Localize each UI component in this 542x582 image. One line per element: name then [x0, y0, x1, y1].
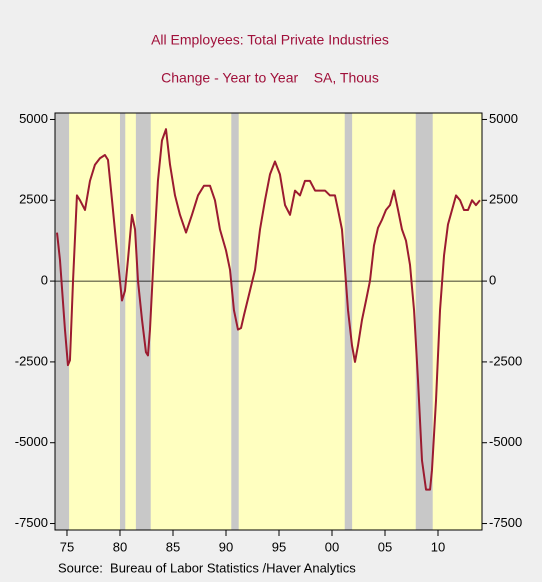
- chart-subtitle: Change - Year to Year SA, Thous: [161, 70, 379, 86]
- y2-tick-label: -7500: [489, 515, 522, 530]
- y2-tick-label: -5000: [489, 434, 522, 449]
- x-tick-label: 80: [113, 539, 127, 554]
- recession-band: [119, 113, 126, 530]
- x-tick-label: 10: [431, 539, 445, 554]
- recession-band: [415, 113, 433, 530]
- chart-title: All Employees: Total Private Industries: [151, 32, 389, 48]
- recession-band: [135, 113, 151, 530]
- y-tick-label: -2500: [15, 353, 48, 368]
- x-tick-label: 05: [378, 539, 392, 554]
- recession-band: [55, 113, 70, 530]
- y2-tick-label: 5000: [489, 111, 518, 126]
- y-tick-label: 5000: [19, 111, 48, 126]
- recession-band: [231, 113, 239, 530]
- plot-frame: [54, 112, 483, 531]
- source-note: Source: Bureau of Labor Statistics /Have…: [58, 560, 356, 575]
- y2-tick-label: -2500: [489, 353, 522, 368]
- y2-tick-label: 2500: [489, 192, 518, 207]
- x-tick-label: 90: [219, 539, 233, 554]
- y2-tick-label: 0: [489, 273, 496, 288]
- y-tick-label: 0: [41, 273, 48, 288]
- data-line: [56, 128, 481, 491]
- x-tick-label: 00: [325, 539, 339, 554]
- x-tick-label: 95: [272, 539, 286, 554]
- y-tick-label: -7500: [15, 515, 48, 530]
- y-tick-label: -5000: [15, 434, 48, 449]
- x-tick-label: 85: [166, 539, 180, 554]
- y-tick-label: 2500: [19, 192, 48, 207]
- x-tick-label: 75: [60, 539, 74, 554]
